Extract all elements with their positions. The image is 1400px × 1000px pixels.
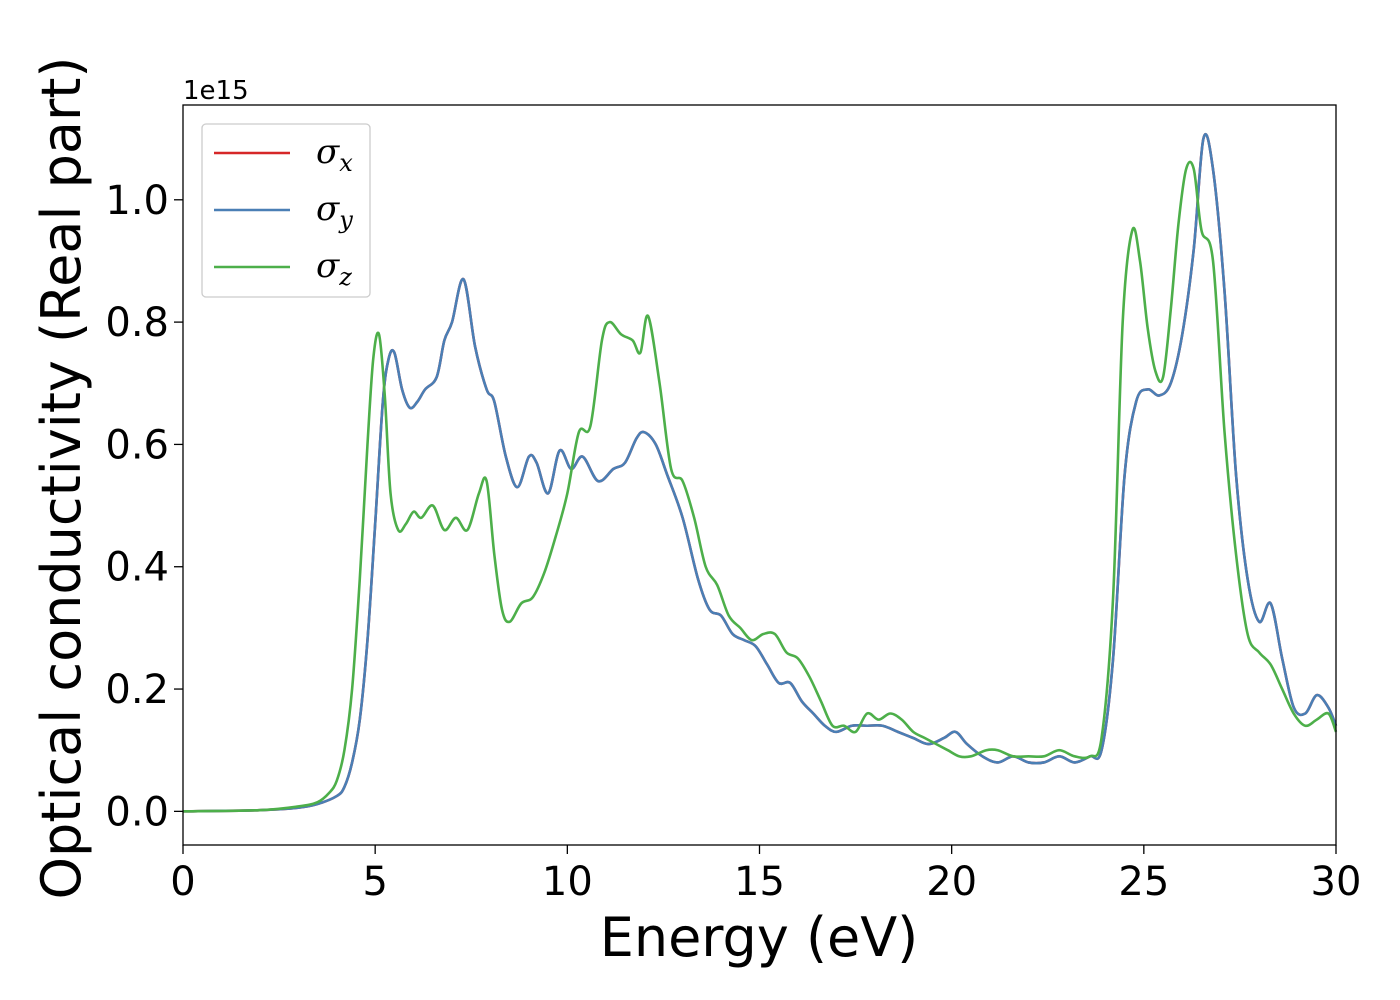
x-tick-label: 20 bbox=[926, 859, 977, 905]
series-line-y bbox=[182, 132, 1338, 813]
x-tick-label: 5 bbox=[362, 859, 387, 905]
legend-subscript: x bbox=[339, 149, 353, 177]
legend-label-x: σx bbox=[316, 132, 353, 177]
x-tick-label: 10 bbox=[542, 859, 593, 905]
y-tick-label: 0.6 bbox=[105, 422, 169, 468]
x-axis: 0 5 10 15 20 25 30 bbox=[170, 845, 1361, 905]
series-line-z bbox=[182, 160, 1338, 813]
x-tick-label: 25 bbox=[1118, 859, 1169, 905]
y-tick-label: 0.4 bbox=[105, 545, 169, 591]
y-tick-label: 0.0 bbox=[105, 789, 169, 835]
x-tick-label: 30 bbox=[1311, 859, 1362, 905]
legend-symbol: σ bbox=[316, 246, 340, 286]
x-axis-label: Energy (eV) bbox=[600, 906, 919, 969]
legend-label-z: σz bbox=[316, 246, 352, 291]
y-offset-label: 1e15 bbox=[183, 76, 249, 106]
y-tick-label: 0.2 bbox=[105, 667, 169, 713]
x-tick-label: 15 bbox=[734, 859, 785, 905]
y-axis-label: Optical conductivity (Real part) bbox=[30, 57, 93, 900]
legend-symbol: σ bbox=[316, 132, 340, 172]
y-tick-label: 0.8 bbox=[105, 300, 169, 346]
legend-subscript: y bbox=[338, 206, 353, 234]
x-tick-label: 0 bbox=[170, 859, 195, 905]
legend-label-y: σy bbox=[316, 189, 353, 234]
y-tick-label: 1.0 bbox=[105, 178, 169, 224]
legend-symbol: σ bbox=[316, 189, 340, 229]
y-axis: 0.0 0.2 0.4 0.6 0.8 1.0 bbox=[105, 178, 183, 835]
plot-lines bbox=[182, 132, 1338, 813]
legend-subscript: z bbox=[338, 263, 352, 291]
